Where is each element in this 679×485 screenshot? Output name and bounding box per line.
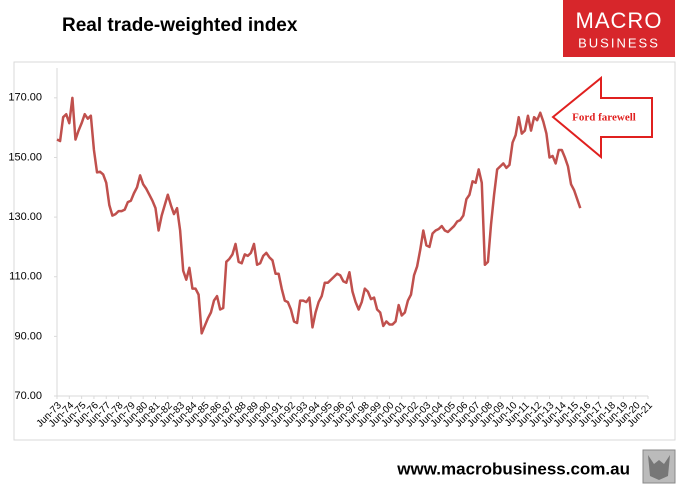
logo-box	[563, 0, 675, 57]
wolf-face	[648, 455, 670, 480]
logo-top: MACRO	[576, 8, 663, 33]
logo-bottom: BUSINESS	[578, 35, 660, 50]
y-tick-label: 70.00	[14, 390, 42, 402]
y-tick-label: 110.00	[9, 271, 42, 283]
annotation-arrow	[551, 75, 653, 160]
y-tick-label: 150.00	[8, 151, 42, 163]
footer-url: www.macrobusiness.com.au	[396, 459, 630, 478]
y-tick-label: 130.00	[8, 211, 42, 223]
y-tick-label: 90.00	[14, 330, 42, 342]
chart-title: Real trade-weighted index	[62, 15, 298, 36]
plot-frame	[13, 61, 676, 441]
y-tick-label: 170.00	[8, 92, 42, 104]
annotation: Ford farewell	[572, 112, 636, 124]
data-line	[56, 96, 582, 335]
